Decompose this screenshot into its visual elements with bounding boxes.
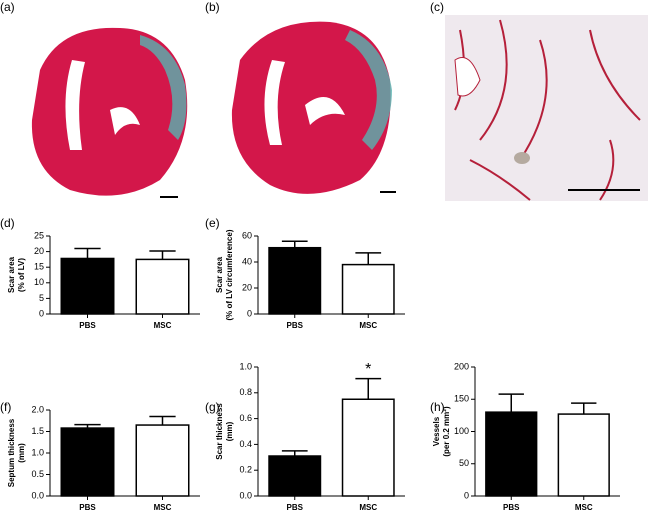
x-tick-label: PBS xyxy=(79,503,96,512)
panel-label: (d) xyxy=(0,216,15,230)
y-tick-label: 1.0 xyxy=(31,447,44,457)
image-b xyxy=(231,21,396,194)
y-tick-label: 15 xyxy=(34,262,44,272)
image-a xyxy=(31,27,188,198)
bar xyxy=(60,257,115,315)
bar xyxy=(485,411,538,497)
x-tick-label: MSC xyxy=(575,503,593,512)
y-tick-label: 1.5 xyxy=(31,426,44,436)
y-tick-label: 25 xyxy=(34,230,44,240)
bar xyxy=(341,263,395,315)
y-tick-label: 150 xyxy=(454,394,469,404)
y-tick-label: 100 xyxy=(454,426,469,436)
bar xyxy=(135,424,190,497)
y-tick-label: 0.0 xyxy=(239,490,252,500)
x-tick-label: PBS xyxy=(287,503,304,512)
x-tick-label: MSC xyxy=(359,321,377,330)
y-tick-label: 2.0 xyxy=(31,404,44,414)
bar xyxy=(341,398,395,497)
y-axis-label: Scar area xyxy=(7,256,16,293)
bar xyxy=(268,455,322,497)
bar xyxy=(60,427,115,497)
y-tick-label: 0.6 xyxy=(239,413,252,423)
bar xyxy=(268,246,322,315)
y-tick-label: 0.2 xyxy=(239,465,252,475)
panel-label: (b) xyxy=(205,0,220,14)
bar xyxy=(135,258,190,315)
y-tick-label: 0 xyxy=(464,490,469,500)
y-axis-label: (mm) xyxy=(17,443,26,463)
x-tick-label: MSC xyxy=(359,503,377,512)
x-tick-label: MSC xyxy=(154,503,172,512)
panel-label: (g) xyxy=(205,400,220,414)
y-tick-label: 0 xyxy=(247,308,252,318)
bar xyxy=(557,413,610,497)
y-tick-label: 20 xyxy=(34,246,44,256)
panel-label: (f) xyxy=(0,400,11,414)
annotation: * xyxy=(365,361,371,378)
y-tick-label: 0.0 xyxy=(31,490,44,500)
y-tick-label: 50 xyxy=(459,458,469,468)
y-axis-label: Vessels xyxy=(432,416,441,446)
y-tick-label: 20 xyxy=(242,282,252,292)
y-axis-label: (per 0.2 mm²) xyxy=(442,406,451,457)
y-tick-label: 0.8 xyxy=(239,387,252,397)
y-tick-label: 40 xyxy=(242,256,252,266)
y-tick-label: 0.5 xyxy=(31,469,44,479)
panel-label: (c) xyxy=(430,0,444,14)
y-tick-label: 5 xyxy=(39,293,44,303)
y-tick-label: 1.0 xyxy=(239,361,252,371)
x-tick-label: MSC xyxy=(154,321,172,330)
panel-label: (h) xyxy=(430,400,445,414)
y-axis-label: Septum thickness xyxy=(7,418,16,487)
panel-label: (e) xyxy=(205,216,220,230)
y-axis-label: Scar thickness xyxy=(215,403,224,460)
y-tick-label: 60 xyxy=(242,230,252,240)
y-axis-label: (mm) xyxy=(225,421,234,441)
image-c xyxy=(445,15,648,201)
y-axis-label: Scar area xyxy=(215,256,224,293)
y-axis-label: (% of LV circumference) xyxy=(225,229,234,320)
y-tick-label: 0 xyxy=(39,308,44,318)
x-tick-label: PBS xyxy=(79,321,96,330)
x-tick-label: PBS xyxy=(503,503,520,512)
y-tick-label: 0.4 xyxy=(239,439,252,449)
y-axis-label: (% of LV) xyxy=(17,258,26,292)
y-tick-label: 200 xyxy=(454,361,469,371)
y-tick-label: 10 xyxy=(34,277,44,287)
x-tick-label: PBS xyxy=(287,321,304,330)
panel-label: (a) xyxy=(0,0,15,14)
